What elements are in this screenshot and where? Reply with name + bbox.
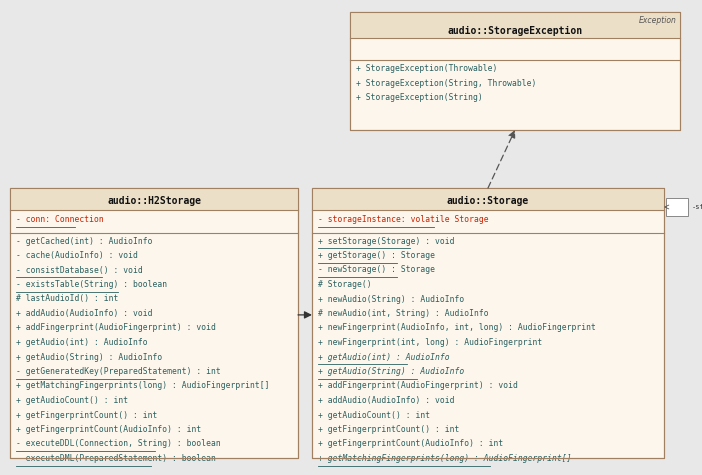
Bar [312, 188, 664, 458]
Text: + newFingerprint(AudioInfo, int, long) : AudioFingerprint: + newFingerprint(AudioInfo, int, long) :… [318, 323, 596, 332]
Text: + addFingerprint(AudioFingerprint) : void: + addFingerprint(AudioFingerprint) : voi… [16, 323, 216, 332]
Text: + addAudio(AudioInfo) : void: + addAudio(AudioInfo) : void [16, 309, 152, 318]
Text: + getFingerprintCount() : int: + getFingerprintCount() : int [318, 425, 459, 434]
Text: # Storage(): # Storage() [318, 280, 371, 289]
Text: + getStorage() : Storage: + getStorage() : Storage [318, 251, 435, 260]
Text: - storageInstance: volatile Storage: - storageInstance: volatile Storage [318, 215, 489, 224]
Bar [350, 12, 680, 130]
Text: - getGeneratedKey(PreparedStatement) : int: - getGeneratedKey(PreparedStatement) : i… [16, 367, 220, 376]
Text: + getAudio(String) : AudioInfo: + getAudio(String) : AudioInfo [318, 367, 464, 376]
Bar [10, 188, 298, 458]
Bar [10, 188, 298, 210]
Text: + getAudio(int) : AudioInfo: + getAudio(int) : AudioInfo [318, 352, 449, 361]
Text: + getMatchingFingerprints(long) : AudioFingerprint[]: + getMatchingFingerprints(long) : AudioF… [16, 381, 270, 390]
Text: + getAudio(String) : AudioInfo: + getAudio(String) : AudioInfo [16, 352, 162, 361]
Text: + newFingerprint(int, long) : AudioFingerprint: + newFingerprint(int, long) : AudioFinge… [318, 338, 542, 347]
Text: + getFingerprintCount(AudioInfo) : int: + getFingerprintCount(AudioInfo) : int [318, 439, 503, 448]
Text: - executeDML(PreparedStatement) : boolean: - executeDML(PreparedStatement) : boolea… [16, 454, 216, 463]
Text: - conn: Connection: - conn: Connection [16, 215, 104, 224]
Text: + newAudio(String) : AudioInfo: + newAudio(String) : AudioInfo [318, 294, 464, 304]
Text: # lastAudioId() : int: # lastAudioId() : int [16, 294, 119, 304]
Text: + getFingerprintCount() : int: + getFingerprintCount() : int [16, 410, 157, 419]
Text: + getAudioCount() : int: + getAudioCount() : int [16, 396, 128, 405]
Text: + StorageException(String): + StorageException(String) [356, 93, 483, 102]
Bar [350, 12, 680, 38]
Text: audio::Storage: audio::Storage [447, 196, 529, 206]
Text: + setStorage(Storage) : void: + setStorage(Storage) : void [318, 237, 454, 246]
Bar [312, 188, 664, 210]
Text: + StorageException(Throwable): + StorageException(Throwable) [356, 64, 498, 73]
Text: + addFingerprint(AudioFingerprint) : void: + addFingerprint(AudioFingerprint) : voi… [318, 381, 518, 390]
Text: Exception: Exception [639, 16, 677, 25]
Text: + getMatchingFingerprints(long) : AudioFingerprint[]: + getMatchingFingerprints(long) : AudioF… [318, 454, 571, 463]
Text: + getAudioCount() : int: + getAudioCount() : int [318, 410, 430, 419]
Text: - existsTable(String) : boolean: - existsTable(String) : boolean [16, 280, 167, 289]
Text: + addAudio(AudioInfo) : void: + addAudio(AudioInfo) : void [318, 396, 454, 405]
Bar [10, 188, 298, 458]
Text: - newStorage() : Storage: - newStorage() : Storage [318, 266, 435, 275]
Text: audio::StorageException: audio::StorageException [447, 26, 583, 36]
Text: + StorageException(String, Throwable): + StorageException(String, Throwable) [356, 78, 536, 87]
Text: - cache(AudioInfo) : void: - cache(AudioInfo) : void [16, 251, 138, 260]
Text: + getFingerprintCount(AudioInfo) : int: + getFingerprintCount(AudioInfo) : int [16, 425, 201, 434]
Text: - consistDatabase() : void: - consistDatabase() : void [16, 266, 143, 275]
Bar [312, 188, 664, 458]
Text: -storageInstance: -storageInstance [692, 204, 702, 210]
Text: # newAudio(int, String) : AudioInfo: # newAudio(int, String) : AudioInfo [318, 309, 489, 318]
Text: - getCached(int) : AudioInfo: - getCached(int) : AudioInfo [16, 237, 152, 246]
Text: audio::H2Storage: audio::H2Storage [107, 196, 201, 206]
Bar [350, 12, 680, 130]
Text: + getAudio(int) : AudioInfo: + getAudio(int) : AudioInfo [16, 338, 147, 347]
Text: - executeDDL(Connection, String) : boolean: - executeDDL(Connection, String) : boole… [16, 439, 220, 448]
Bar [666, 198, 688, 216]
